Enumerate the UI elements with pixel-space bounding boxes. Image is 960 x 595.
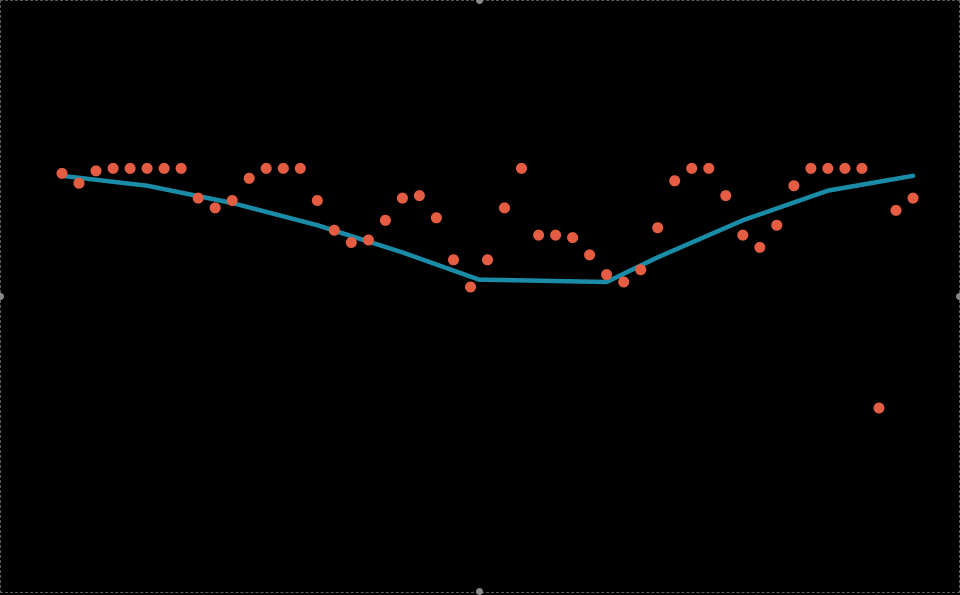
data-point (56, 167, 68, 179)
data-point (737, 229, 749, 241)
data-point (822, 162, 834, 174)
data-point (73, 177, 85, 189)
resize-handle-top[interactable] (476, 0, 483, 4)
data-point (209, 202, 221, 214)
data-point (430, 212, 442, 224)
data-point (396, 192, 408, 204)
data-point (873, 402, 885, 414)
data-point (890, 204, 902, 216)
data-point (277, 162, 289, 174)
data-point (907, 192, 919, 204)
data-point (754, 241, 766, 253)
resize-handle-left[interactable] (0, 293, 4, 300)
data-point (124, 162, 136, 174)
data-point (260, 162, 272, 174)
data-point (175, 162, 187, 174)
data-point (703, 162, 715, 174)
data-point (550, 229, 562, 241)
data-point (90, 165, 102, 177)
data-point (328, 224, 340, 236)
data-point (669, 175, 681, 187)
data-point (584, 249, 596, 261)
resize-handle-right[interactable] (956, 293, 960, 300)
data-point (788, 180, 800, 192)
trend-line-layer (59, 173, 916, 285)
data-point (601, 269, 613, 281)
data-point (294, 162, 306, 174)
data-point (345, 237, 357, 248)
data-point (243, 172, 255, 184)
data-point (107, 162, 119, 174)
data-point (448, 254, 459, 266)
data-point (686, 162, 698, 174)
data-point (618, 276, 630, 288)
data-point (465, 281, 476, 293)
data-point (771, 219, 783, 231)
data-point (141, 162, 153, 174)
data-point (839, 162, 851, 174)
data-point (226, 195, 238, 206)
data-points-layer (56, 162, 919, 414)
trend-line (59, 173, 916, 285)
data-point (533, 229, 545, 241)
data-point (720, 190, 732, 202)
data-point (567, 232, 579, 244)
data-point (413, 190, 425, 202)
data-point (652, 222, 664, 234)
data-point (362, 234, 374, 246)
data-point (635, 264, 647, 276)
data-point (158, 162, 170, 174)
data-point (482, 254, 493, 266)
data-point (192, 192, 204, 204)
data-point (805, 162, 817, 174)
data-point (516, 162, 527, 174)
data-point (499, 202, 510, 214)
data-point (311, 195, 323, 206)
data-point (379, 214, 391, 226)
resize-handle-bottom[interactable] (476, 588, 483, 595)
data-point (856, 162, 868, 174)
